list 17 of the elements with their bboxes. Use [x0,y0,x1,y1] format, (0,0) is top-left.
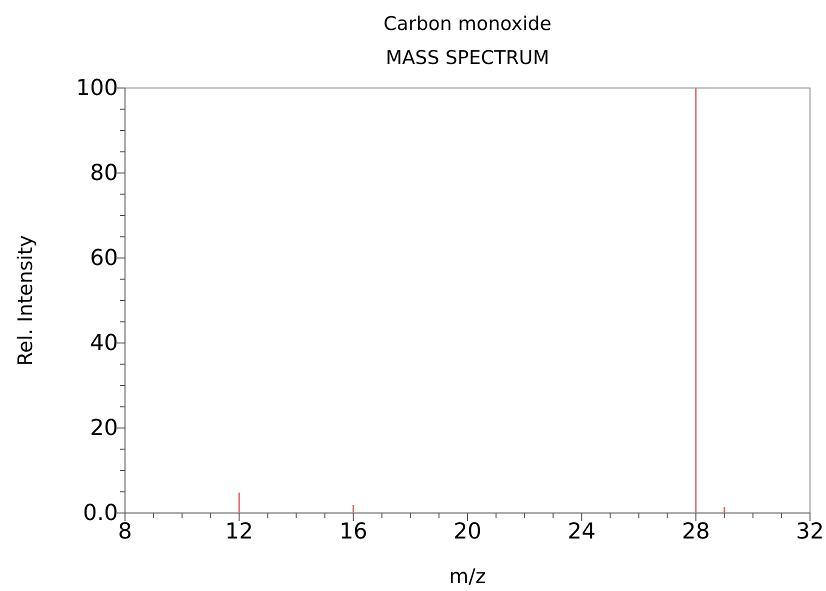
x-axis-title: m/z [449,564,486,588]
x-tick-label: 12 [225,520,254,545]
chart-subtitle: MASS SPECTRUM [386,47,550,69]
y-tick-label: 60 [90,246,118,272]
x-tick-label: 32 [796,520,824,545]
y-tick-label: 0.0 [83,501,118,526]
x-tick-label: 20 [454,520,482,545]
y-tick-label: 100 [76,76,118,102]
y-tick-label: 80 [90,161,118,186]
y-axis-title: Rel. Intensity [13,235,37,366]
x-tick-label: 24 [568,520,596,545]
x-tick-label: 16 [339,520,368,545]
y-tick-label: 20 [90,416,118,442]
x-tick-label: 28 [682,520,710,545]
chart-title: Carbon monoxide [384,13,552,35]
y-tick-label: 40 [90,331,118,356]
x-tick-label: 8 [118,520,132,545]
